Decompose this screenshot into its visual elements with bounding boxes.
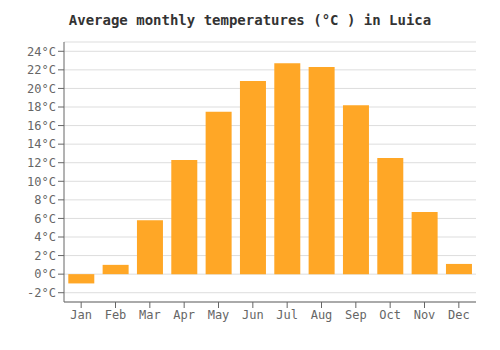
svg-text:8°C: 8°C <box>34 193 56 207</box>
svg-text:6°C: 6°C <box>34 212 56 226</box>
svg-text:Sep: Sep <box>345 308 367 322</box>
svg-text:12°C: 12°C <box>27 156 56 170</box>
svg-text:10°C: 10°C <box>27 175 56 189</box>
svg-text:Apr: Apr <box>173 308 195 322</box>
svg-text:Jul: Jul <box>276 308 298 322</box>
html-text:Average monthly temperatures (: Average monthly temperatures (°C ) in Lu… <box>68 12 432 28</box>
svg-text:18°C: 18°C <box>27 100 56 114</box>
svg-text:Jan: Jan <box>70 308 92 322</box>
svg-text:May: May <box>208 308 230 322</box>
svg-text:Nov: Nov <box>414 308 436 322</box>
svg-text:2°C: 2°C <box>34 249 56 263</box>
svg-text:14°C: 14°C <box>27 137 56 151</box>
svg-text:22°C: 22°C <box>27 63 56 77</box>
svg-text:-2°C: -2°C <box>27 286 56 300</box>
svg-text:Oct: Oct <box>379 308 401 322</box>
svg-text:Dec: Dec <box>448 308 470 322</box>
svg-text:Feb: Feb <box>105 308 127 322</box>
svg-text:Aug: Aug <box>311 308 333 322</box>
svg-text:24°C: 24°C <box>27 45 56 59</box>
svg-text:20°C: 20°C <box>27 82 56 96</box>
svg-text:Mar: Mar <box>139 308 161 322</box>
svg-text:Jun: Jun <box>242 308 264 322</box>
svg-text:0°C: 0°C <box>34 267 56 281</box>
svg-text:16°C: 16°C <box>27 119 56 133</box>
svg-text:4°C: 4°C <box>34 230 56 244</box>
